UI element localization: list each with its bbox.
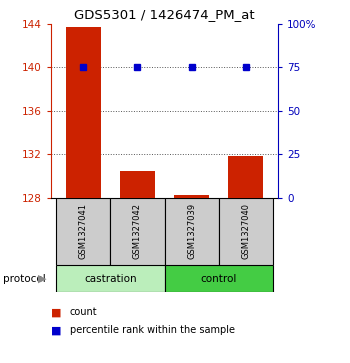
Text: ■: ■	[51, 325, 61, 335]
Bar	[110, 198, 164, 265]
Text: castration: castration	[84, 274, 136, 284]
Bar	[219, 198, 273, 265]
Text: protocol: protocol	[4, 274, 46, 284]
Bar	[66, 27, 101, 198]
Text: ▶: ▶	[38, 274, 46, 284]
Text: control: control	[201, 274, 237, 284]
Bar	[174, 195, 209, 198]
Text: GSM1327042: GSM1327042	[133, 203, 142, 260]
Text: GSM1327039: GSM1327039	[187, 203, 196, 260]
Text: count: count	[70, 307, 98, 317]
Bar	[56, 198, 110, 265]
Bar	[56, 265, 164, 292]
Bar	[164, 265, 273, 292]
Text: GSM1327041: GSM1327041	[79, 203, 88, 260]
Bar	[164, 198, 219, 265]
Text: percentile rank within the sample: percentile rank within the sample	[70, 325, 235, 335]
Text: ■: ■	[51, 307, 61, 317]
Bar	[228, 156, 263, 198]
Text: GSM1327040: GSM1327040	[241, 203, 250, 260]
Title: GDS5301 / 1426474_PM_at: GDS5301 / 1426474_PM_at	[74, 8, 255, 21]
Bar	[120, 171, 155, 198]
